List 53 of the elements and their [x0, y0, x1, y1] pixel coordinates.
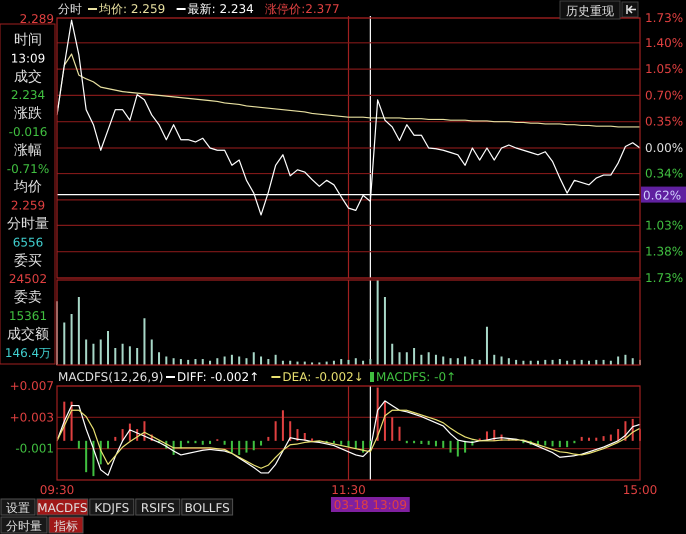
text: 0.62%	[643, 188, 682, 203]
text: 涨停价:2.377	[265, 2, 340, 16]
y-tick-label: 0.35%	[645, 114, 684, 129]
text: 146.4万	[4, 346, 52, 360]
x-tick-label: 15:00	[622, 483, 658, 497]
chart-title: 分时	[58, 2, 82, 16]
y-tick-label: 1.40%	[645, 36, 684, 50]
text: 成交	[14, 68, 42, 85]
text: -0.016	[8, 125, 48, 139]
text: 2.234	[10, 88, 46, 102]
y-tick-label: 0.00%	[645, 141, 684, 155]
legend-label: MACDFS: -0↑	[376, 370, 456, 384]
text: 24502	[8, 272, 48, 286]
y-tick-label: 1.03%	[645, 218, 684, 232]
y-tick-label: 0.34%	[645, 166, 684, 181]
text: 15361	[8, 309, 48, 323]
x-tick-label: 11:30	[331, 483, 366, 497]
y-tick-label: +0.003	[10, 410, 54, 424]
text: 委买	[14, 252, 42, 269]
text: 委卖	[14, 290, 42, 306]
text: -0.71%	[6, 162, 50, 176]
text: 分时量	[6, 519, 42, 533]
y-tick-label: 0.70%	[645, 88, 684, 102]
text: 2.289	[20, 12, 54, 26]
text: 均价	[13, 179, 42, 196]
legend-label: 均价: 2.259	[98, 2, 166, 16]
text: 13:09	[10, 51, 46, 66]
text: 成交额	[7, 326, 49, 342]
chart-title: MACDFS(12,26,9)	[58, 370, 164, 384]
text: 2.259	[10, 198, 46, 213]
text: 指标	[53, 519, 78, 533]
text: KDJFS	[94, 501, 130, 515]
text: 分时量	[7, 216, 49, 232]
legend-label: DEA: -0.002↓	[282, 370, 364, 384]
text: 时间	[14, 32, 42, 48]
text: 设置	[6, 501, 30, 515]
text: MACDFS	[37, 501, 88, 515]
y-tick-label: -0.001	[15, 442, 54, 456]
y-tick-label: +0.007	[10, 379, 54, 393]
x-tick-label: 03-18 13:09	[334, 498, 407, 512]
text: 6556	[12, 235, 44, 250]
text: RSIFS	[140, 501, 175, 515]
text: 历史重现	[566, 4, 614, 18]
y-tick-label: 1.05%	[645, 62, 684, 76]
y-tick-label: 1.38%	[645, 244, 684, 259]
legend-label: 最新: 2.234	[188, 2, 254, 16]
y-tick-label: 1.73%	[645, 11, 684, 25]
text: 涨幅	[14, 142, 42, 158]
text: BOLLFS	[184, 501, 230, 515]
x-tick-label: 09:30	[40, 483, 74, 497]
legend-label: DIFF: -0.002↑	[177, 370, 260, 384]
text: 涨跌	[14, 106, 42, 122]
y-tick-label: 1.73%	[645, 271, 684, 285]
